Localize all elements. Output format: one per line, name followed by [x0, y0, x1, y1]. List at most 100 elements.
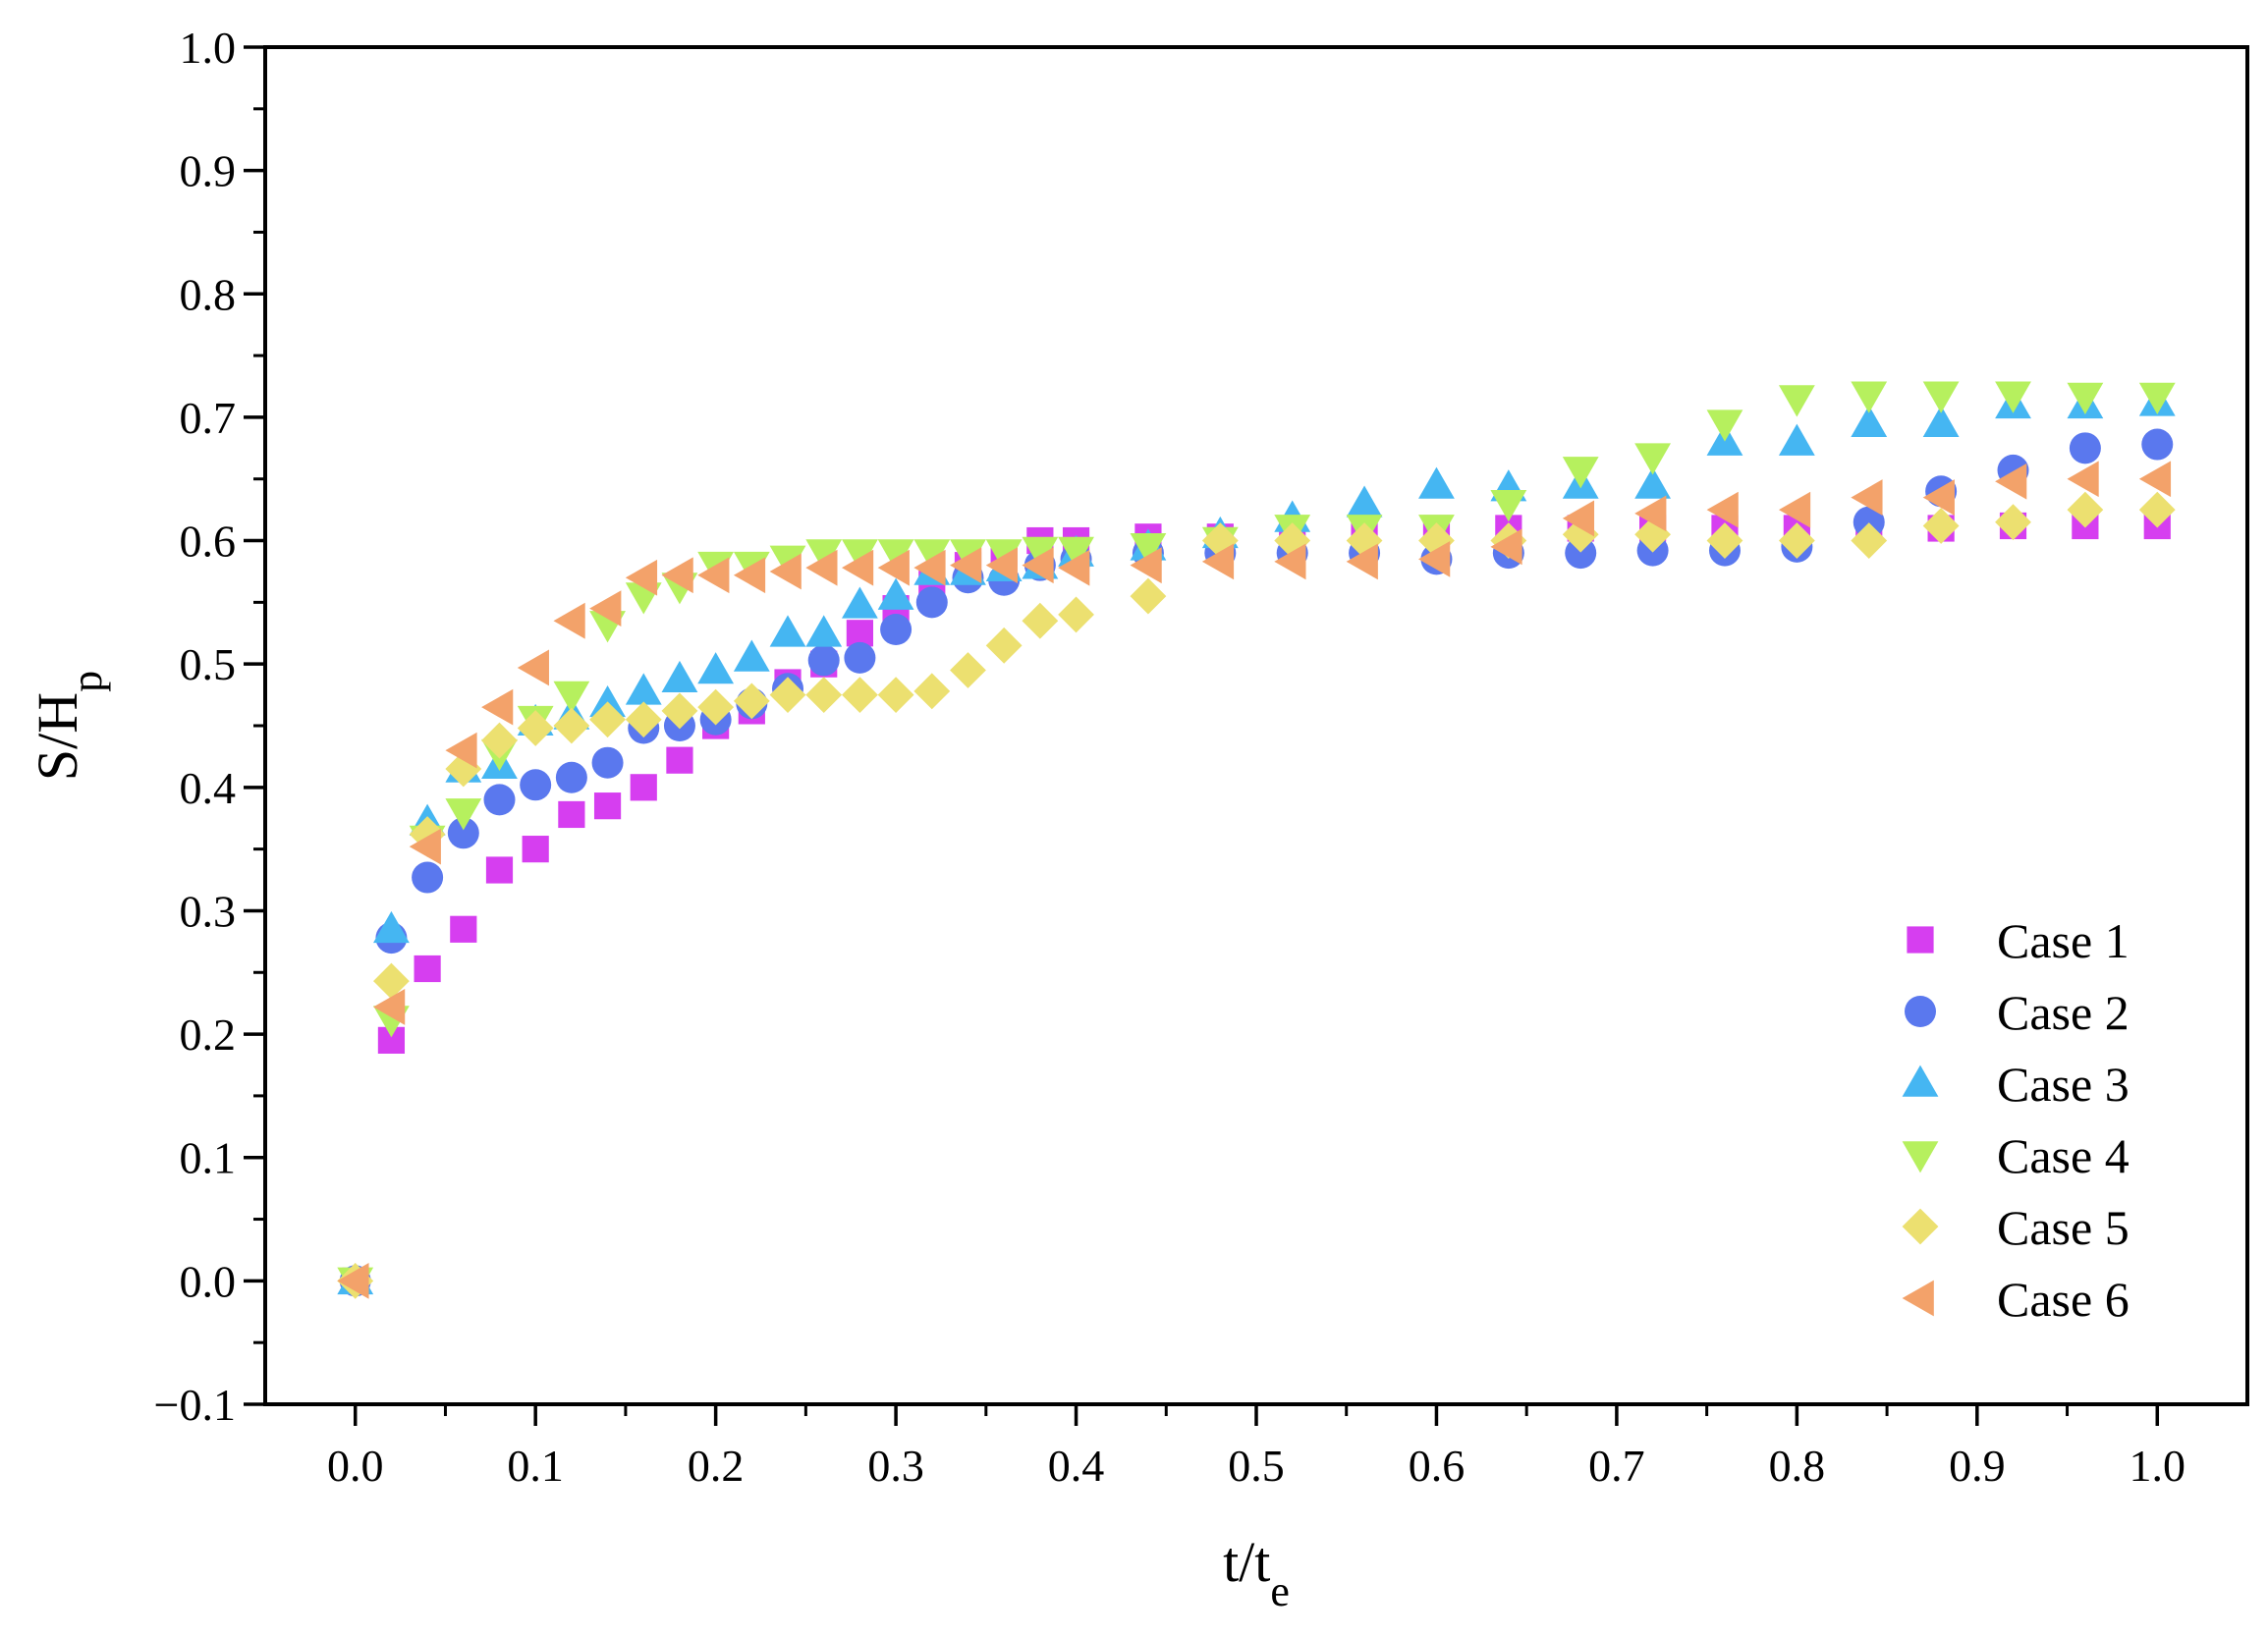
data-point — [589, 684, 626, 718]
data-point — [1130, 533, 1167, 566]
y-tick-label: 0.2 — [180, 1009, 237, 1060]
data-point — [1022, 547, 1054, 584]
data-point — [1562, 516, 1599, 553]
y-tick-label: 0.4 — [180, 763, 237, 813]
data-point — [2141, 428, 2174, 461]
series-5 — [337, 491, 2176, 1299]
data-point — [913, 539, 951, 572]
data-point — [1058, 549, 1090, 586]
y-tick-label: 1.0 — [180, 23, 237, 73]
data-point — [1853, 506, 1885, 538]
data-point — [553, 602, 585, 639]
y-axis-title-subscript: p — [63, 671, 111, 692]
data-point — [1995, 381, 2031, 413]
data-point — [409, 828, 441, 865]
data-point — [1418, 466, 1455, 499]
data-point — [593, 792, 622, 820]
data-point — [1201, 543, 1235, 580]
data-point — [1995, 463, 2027, 500]
data-point — [1346, 543, 1378, 580]
data-point — [1851, 522, 1888, 559]
data-point — [373, 989, 406, 1025]
data-point — [769, 553, 802, 590]
data-point — [522, 836, 549, 863]
data-point — [2067, 491, 2104, 528]
data-point — [1022, 536, 1059, 569]
data-point — [591, 746, 624, 779]
x-tick-label: 0.8 — [1769, 1441, 1826, 1491]
data-point — [625, 701, 662, 738]
y-tick-label: 0.5 — [180, 639, 237, 689]
data-point — [697, 688, 735, 726]
data-point — [2067, 382, 2104, 414]
data-point — [842, 677, 878, 713]
data-point — [589, 590, 622, 628]
legend-marker — [1905, 996, 1936, 1027]
data-point — [558, 800, 585, 829]
data-point — [1778, 522, 1815, 559]
data-point — [697, 652, 735, 684]
data-point — [842, 586, 878, 619]
data-point — [517, 649, 549, 686]
data-point — [769, 615, 806, 647]
data-point — [517, 710, 554, 746]
data-point — [842, 539, 878, 572]
data-point — [1851, 479, 1883, 516]
data-point — [1634, 495, 1667, 532]
data-point — [842, 549, 874, 586]
data-point — [877, 539, 914, 572]
data-point — [445, 798, 482, 831]
legend-marker — [1902, 1280, 1934, 1317]
data-point — [807, 644, 840, 677]
data-point — [1706, 522, 1743, 559]
legend-label: Case 5 — [1997, 1200, 2130, 1255]
data-point — [661, 557, 693, 594]
data-point — [447, 817, 479, 849]
data-point — [2138, 382, 2176, 414]
x-tick-label: 0.9 — [1949, 1441, 2006, 1491]
data-point — [1778, 491, 1811, 528]
data-point — [1565, 537, 1597, 570]
legend-label: Case 2 — [1997, 985, 2130, 1040]
data-point — [950, 652, 986, 688]
data-point — [483, 784, 516, 816]
legend-item: Case 3 — [1902, 1057, 2130, 1112]
y-tick-label: 0.7 — [180, 393, 237, 443]
x-tick-label: 1.0 — [2130, 1441, 2186, 1491]
y-tick-label: 0.9 — [180, 146, 237, 196]
legend-item: Case 5 — [1902, 1200, 2130, 1255]
data-point — [1634, 466, 1671, 499]
data-point — [373, 910, 410, 944]
data-point — [1922, 381, 1960, 413]
data-point — [625, 673, 662, 705]
data-point — [553, 681, 590, 713]
data-point — [625, 559, 658, 596]
data-point — [1562, 457, 1599, 489]
data-point — [913, 673, 951, 710]
data-point — [1922, 508, 1960, 544]
data-point — [846, 620, 873, 647]
data-point — [1130, 547, 1162, 584]
y-tick-label: 0.8 — [180, 269, 237, 319]
data-point — [485, 856, 514, 884]
data-point — [1058, 596, 1094, 633]
data-point — [661, 692, 698, 730]
data-point — [1634, 516, 1671, 553]
data-point — [877, 577, 914, 610]
x-tick-label: 0.1 — [507, 1441, 564, 1491]
data-point — [769, 677, 806, 713]
data-point — [414, 955, 441, 983]
data-point — [697, 557, 730, 594]
data-point — [915, 586, 948, 619]
data-point — [844, 641, 876, 674]
x-tick-label: 0.4 — [1048, 1441, 1105, 1491]
data-point — [1634, 443, 1671, 475]
x-axis-title: t/te — [1223, 1530, 1290, 1615]
x-tick-label: 0.2 — [688, 1441, 745, 1491]
data-point — [553, 707, 590, 744]
legend-marker — [1907, 926, 1934, 954]
data-point — [1022, 602, 1059, 639]
x-axis-title-subscript: e — [1270, 1567, 1290, 1615]
y-tick-label: 0.3 — [180, 886, 237, 936]
